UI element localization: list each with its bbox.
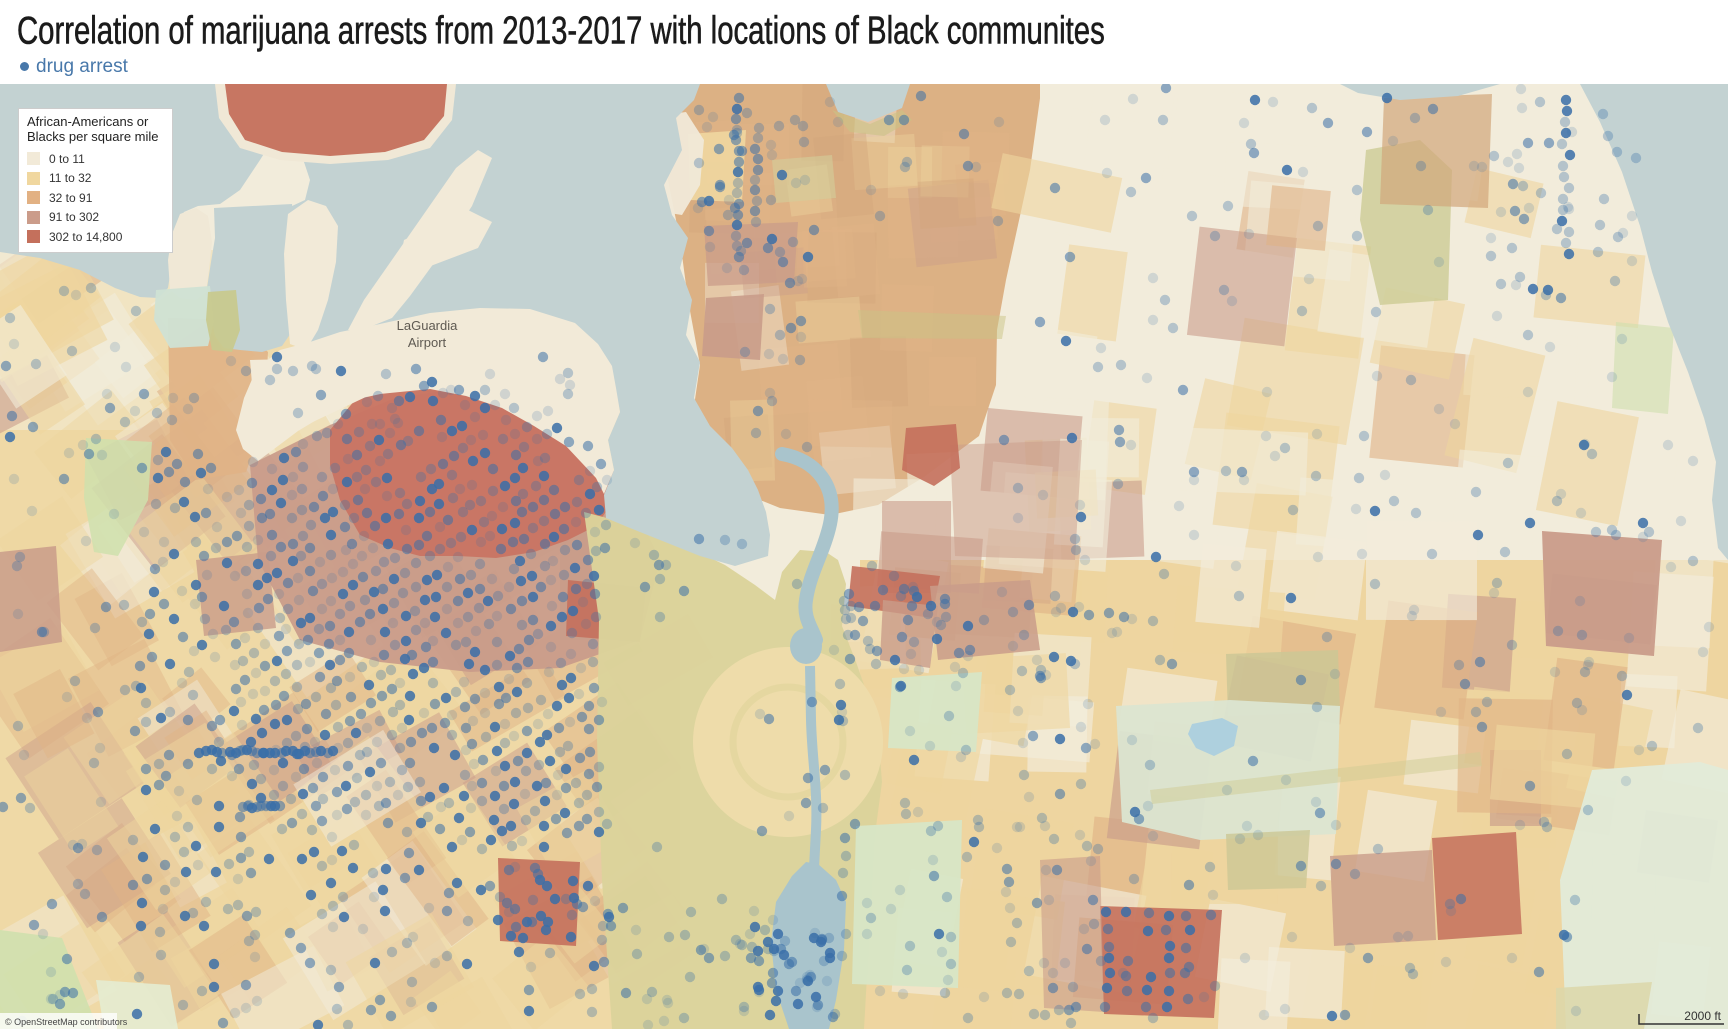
svg-text:© OpenStreetMap contributors: © OpenStreetMap contributors <box>5 1017 128 1027</box>
svg-text:LaGuardia: LaGuardia <box>397 318 458 333</box>
svg-text:Airport: Airport <box>408 335 447 350</box>
svg-text:2000 ft: 2000 ft <box>1684 1009 1721 1023</box>
